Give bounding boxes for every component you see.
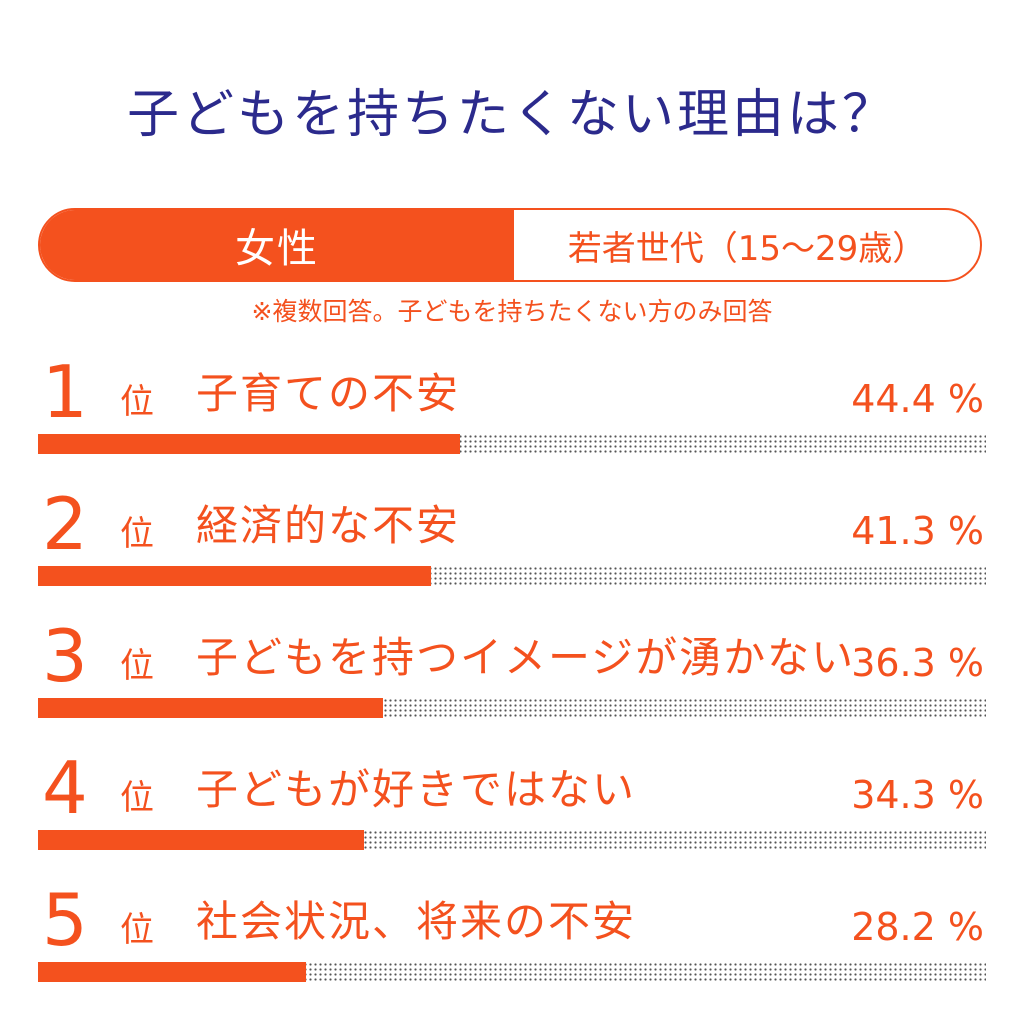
rank-row: 4 位 子どもが好きではない 34.3 % — [38, 748, 986, 858]
rank-unit: 位 — [120, 514, 154, 554]
reason-label: 社会状況、将来の不安 — [196, 897, 637, 946]
percentage-value: 41.3 % — [851, 509, 984, 553]
rank-unit: 位 — [120, 382, 154, 422]
rank-row: 3 位 子どもを持つイメージが湧かない 36.3 % — [38, 616, 986, 726]
segment-header: 女性 若者世代（15～29歳） — [38, 208, 982, 282]
rank-number: 1 — [42, 350, 88, 434]
percentage-value: 36.3 % — [851, 641, 984, 685]
rank-row: 2 位 経済的な不安 41.3 % — [38, 484, 986, 594]
bar — [38, 566, 431, 586]
reason-label: 子どもを持つイメージが湧かない — [196, 633, 856, 682]
percentage-value: 44.4 % — [851, 377, 984, 421]
rank-number: 2 — [42, 482, 88, 566]
percentage-value: 28.2 % — [851, 905, 984, 949]
percentage-value: 34.3 % — [851, 773, 984, 817]
rank-unit: 位 — [120, 646, 154, 686]
rank-unit: 位 — [120, 910, 154, 950]
gender-label: 女性 — [40, 210, 514, 280]
reason-label: 子育ての不安 — [196, 369, 461, 418]
rank-number: 3 — [42, 614, 88, 698]
age-group-label: 若者世代（15～29歳） — [567, 228, 927, 269]
rank-row: 5 位 社会状況、将来の不安 28.2 % — [38, 880, 986, 990]
bar — [38, 830, 364, 850]
bar — [38, 962, 307, 982]
reason-label: 経済的な不安 — [196, 501, 461, 550]
bar — [38, 434, 460, 454]
chart-title: 子どもを持ちたくない理由は？ — [126, 85, 897, 145]
rank-row: 1 位 子育ての不安 44.4 % — [38, 352, 986, 462]
rank-number: 5 — [42, 878, 88, 962]
survey-note: ※複数回答。子どもを持ちたくない方のみ回答 — [251, 297, 773, 326]
rank-unit: 位 — [120, 778, 154, 818]
bar — [38, 698, 383, 718]
rank-number: 4 — [42, 746, 88, 830]
reason-label: 子どもが好きではない — [196, 765, 637, 814]
